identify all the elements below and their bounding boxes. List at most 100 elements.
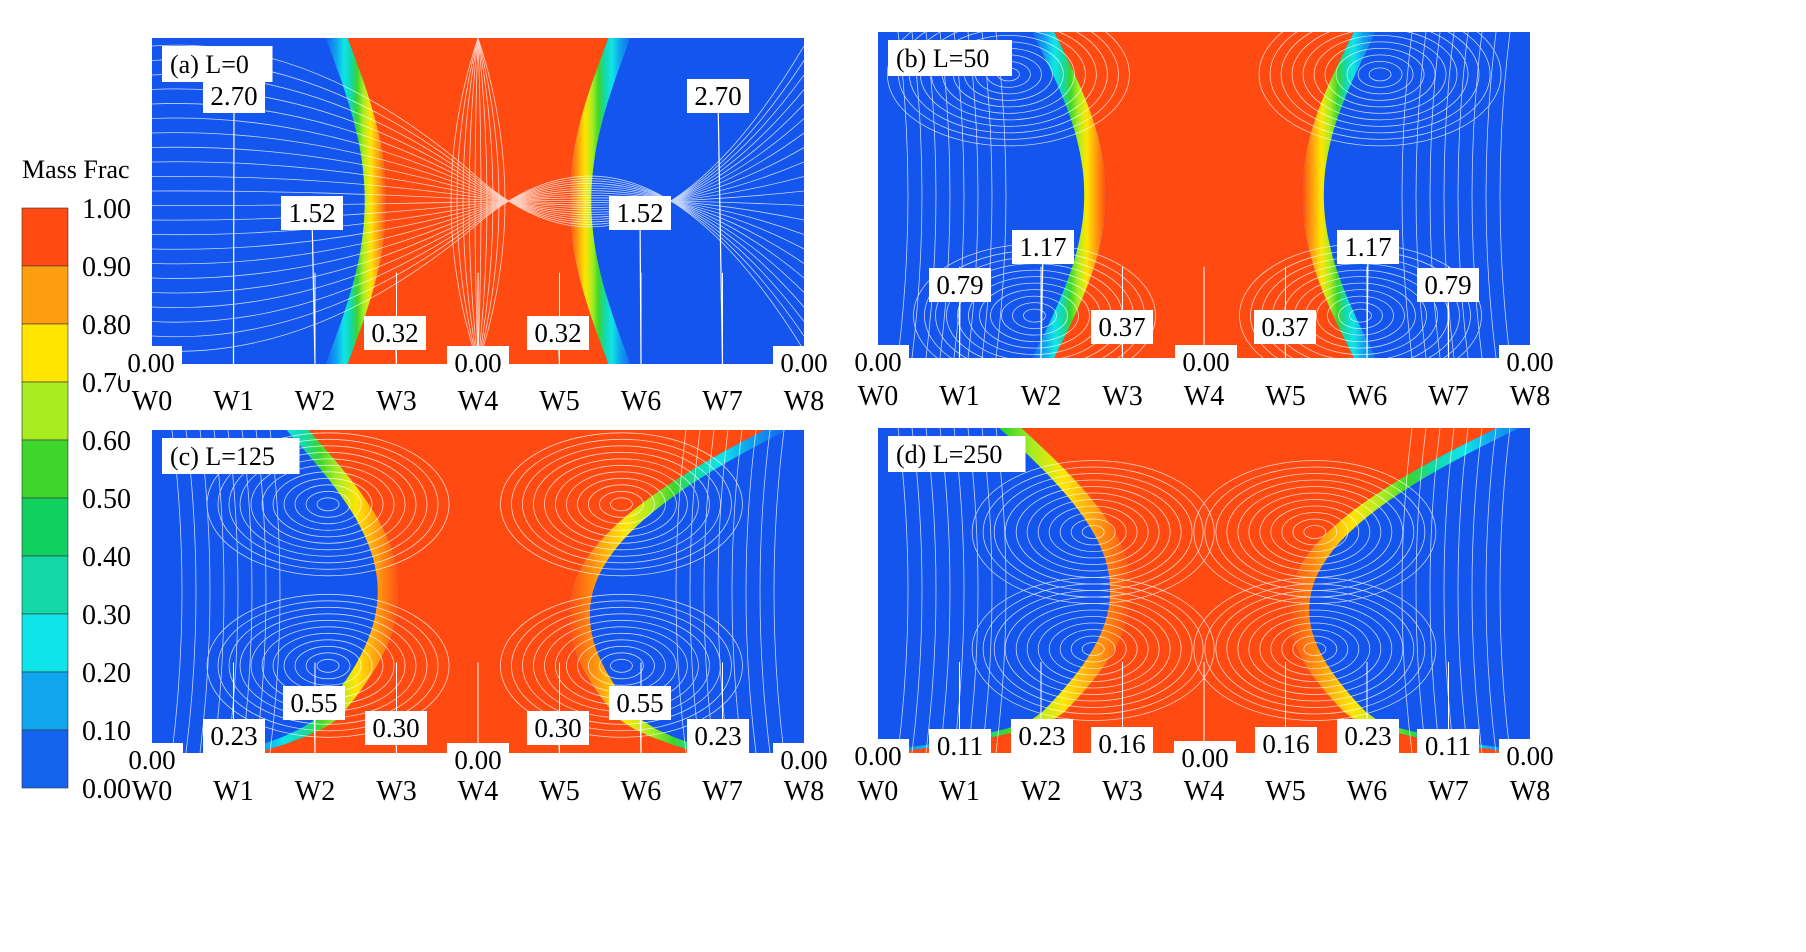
value-label: 0.79	[936, 270, 983, 300]
label-leader	[232, 95, 235, 365]
panel-title-text: (a) L=0	[170, 50, 249, 79]
legend-swatch	[21, 439, 69, 499]
panel-title-box	[162, 46, 273, 82]
value-label: 2.70	[210, 81, 257, 111]
label-box	[365, 711, 427, 745]
value-label: 0.30	[372, 713, 419, 743]
x-tick-label: W8	[1510, 776, 1550, 807]
panel-c: (c) L=125 0.55 0.23 0.30 0.00 0.00 0.30 0.55 0.2…	[121, 430, 835, 807]
value-label: 0.37	[1098, 312, 1145, 342]
value-label: 0.11	[937, 731, 983, 761]
legend-level-label: 0.50	[82, 484, 131, 515]
label-leader	[639, 212, 642, 365]
value-label: 0.00	[1182, 347, 1229, 377]
x-tick-label: W8	[1510, 381, 1550, 412]
x-tick-label: W6	[621, 386, 661, 417]
interface-band-left	[234, 430, 400, 753]
legend-level-label: 0.10	[82, 716, 131, 747]
x-tick-label: W3	[1102, 776, 1142, 807]
value-labels: 2.70 1.52 0.32 0.00 0.00 0.32 1.52 2.70 0.00	[120, 79, 835, 380]
value-label: 0.00	[780, 745, 827, 775]
value-label: 0.55	[616, 688, 663, 718]
value-label: 0.79	[1424, 270, 1471, 300]
label-box	[609, 686, 671, 720]
value-label: 0.23	[210, 721, 257, 751]
x-tick-label: W3	[1102, 381, 1142, 412]
legend-swatch	[21, 497, 69, 557]
value-label: 0.00	[854, 347, 901, 377]
x-tick-label: W0	[858, 776, 898, 807]
value-label: 0.11	[1425, 731, 1471, 761]
value-label: 2.70	[694, 81, 741, 111]
label-box	[203, 719, 265, 753]
label-box	[1091, 310, 1153, 344]
legend-swatch	[21, 729, 69, 789]
x-tick-label: W1	[213, 776, 253, 807]
x-tick-label: W5	[1265, 776, 1305, 807]
value-label: 0.00	[780, 348, 827, 378]
value-label: 0.00	[454, 745, 501, 775]
label-box	[121, 743, 183, 777]
panel-title: (a) L=0	[162, 46, 273, 82]
label-box	[773, 743, 835, 777]
panel-a: (a) L=02.701.520.320.00 0.000.321.522.700…	[120, 38, 835, 417]
value-label: 0.32	[371, 318, 418, 348]
label-box	[1499, 345, 1561, 379]
x-tick-label: W5	[539, 776, 579, 807]
streamlines	[897, 428, 1511, 753]
legend-title: Mass Frac	[22, 155, 130, 184]
legend-level-label: 0.20	[82, 658, 131, 689]
value-label: 0.32	[534, 318, 581, 348]
label-box	[1091, 727, 1153, 761]
value-label: 1.17	[1344, 232, 1391, 262]
label-box	[773, 346, 835, 380]
x-tick-label: W8	[784, 386, 824, 417]
x-tick-labels: W0 W1 W2 W3 W4 W5 W6 W7 W8	[132, 386, 824, 417]
value-labels: 0.11 0.23 0.16 0.00 0.00 0.16 0.23 0.11 0.00	[847, 719, 1561, 775]
x-tick-label: W8	[784, 776, 824, 807]
value-label: 1.52	[288, 198, 335, 228]
legend-swatch	[21, 207, 69, 267]
x-tick-labels: W0 W1 W2 W3 W4 W5 W6 W7 W8	[858, 776, 1550, 807]
value-label: 0.00	[1506, 741, 1553, 771]
value-labels: 0.55 0.23 0.30 0.00 0.00 0.30 0.55 0.23 0.00	[121, 686, 835, 777]
x-tick-label: W1	[939, 381, 979, 412]
x-tick-label: W2	[1021, 776, 1061, 807]
panel-title-box	[888, 436, 1026, 472]
value-label: 0.00	[1506, 347, 1553, 377]
value-label: 0.00	[454, 348, 501, 378]
label-leader	[1040, 246, 1044, 359]
value-label: 0.30	[534, 713, 581, 743]
legend-swatch	[21, 323, 69, 383]
legend-level-label: 0.60	[82, 426, 131, 457]
label-box	[527, 316, 589, 350]
panel-title-text: (b) L=50	[896, 44, 989, 73]
label-box	[527, 711, 589, 745]
legend-level-label: 0.30	[82, 600, 131, 631]
label-box	[687, 79, 749, 113]
legend-swatch	[21, 613, 69, 673]
x-tick-labels: W0 W1 W2 W3 W4 W5 W6 W7 W8	[858, 381, 1550, 412]
value-label: 1.17	[1019, 232, 1066, 262]
interface-band-left	[1032, 32, 1107, 358]
high-fraction-region	[256, 430, 765, 753]
x-tick-label: W7	[702, 386, 742, 417]
label-box	[609, 196, 671, 230]
label-box	[1254, 310, 1316, 344]
label-box	[364, 316, 426, 350]
value-labels: 1.17 0.79 0.37 0.00 0.00 0.37 1.17 0.79 0.00	[847, 230, 1561, 379]
panel-title-box	[162, 438, 300, 474]
panel-title: (c) L=125	[162, 438, 300, 474]
value-label: 0.23	[1344, 721, 1391, 751]
panel-title: (b) L=50	[888, 40, 1012, 76]
legend-swatch	[21, 671, 69, 731]
label-box	[1337, 230, 1399, 264]
x-tick-label: W4	[1184, 776, 1224, 807]
x-tick-label: W4	[458, 386, 498, 417]
value-label: 0.23	[1018, 721, 1065, 751]
x-tick-label: W7	[1428, 776, 1468, 807]
legend-swatch	[21, 265, 69, 325]
value-label: 0.00	[128, 745, 175, 775]
high-fraction-region	[347, 38, 609, 364]
